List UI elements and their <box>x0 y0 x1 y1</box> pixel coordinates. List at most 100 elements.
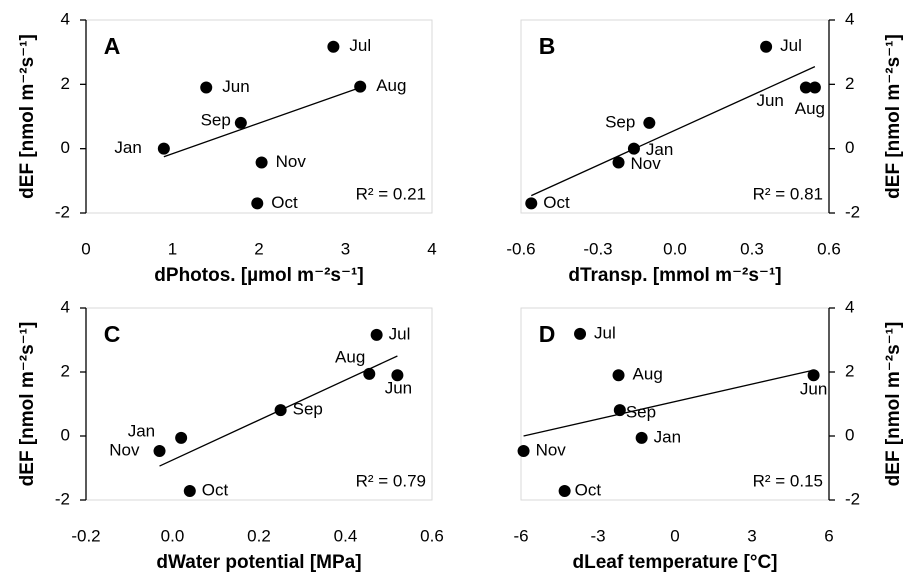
data-point <box>391 369 404 382</box>
y-tick-label: 0 <box>61 138 70 157</box>
point-label: Aug <box>335 347 365 366</box>
point-label: Jan <box>654 427 681 446</box>
data-point <box>354 80 367 93</box>
data-point <box>558 485 571 498</box>
point-label: Jun <box>222 77 249 96</box>
y-tick-label: 0 <box>845 425 854 444</box>
point-label: Jul <box>349 36 371 55</box>
x-tick-label: 4 <box>427 239 436 258</box>
y-axis-title: dEF [nmol m⁻²s⁻¹] <box>17 322 38 487</box>
data-point <box>612 369 625 382</box>
panel-label: B <box>539 33 556 59</box>
x-tick-label: -3 <box>590 526 605 545</box>
point-label: Oct <box>543 193 570 212</box>
point-label: Jan <box>128 421 155 440</box>
x-tick-label: 0.6 <box>420 526 444 545</box>
point-label: Jan <box>114 138 141 157</box>
point-label: Sep <box>293 400 323 419</box>
point-label: Jun <box>800 380 827 399</box>
x-axis-title: dWater potential [MPa] <box>156 552 361 573</box>
data-point <box>574 327 587 340</box>
data-point <box>799 81 812 94</box>
x-tick-label: 0.0 <box>161 526 185 545</box>
point-label: Jul <box>780 36 802 55</box>
point-label: Sep <box>201 110 231 129</box>
y-tick-label: 4 <box>61 9 70 28</box>
x-tick-label: 6 <box>824 526 833 545</box>
r-squared: R² = 0.21 <box>356 184 426 203</box>
point-label: Aug <box>633 365 663 384</box>
y-tick-label: 4 <box>845 297 854 316</box>
data-point <box>153 445 166 458</box>
y-tick-label: 2 <box>61 361 70 380</box>
data-point <box>200 81 213 94</box>
y-tick-label: -2 <box>55 489 70 508</box>
data-point <box>157 142 170 155</box>
x-tick-label: -0.6 <box>506 239 535 258</box>
point-label: Jun <box>385 379 412 398</box>
y-tick-label: 2 <box>845 74 854 93</box>
point-label: Jul <box>389 324 411 343</box>
y-tick-label: 2 <box>845 361 854 380</box>
point-label: Oct <box>575 481 602 500</box>
trendline <box>163 85 364 158</box>
point-label: Aug <box>795 99 825 118</box>
data-point <box>808 81 821 94</box>
y-tick-label: -2 <box>845 489 860 508</box>
y-tick-label: 0 <box>61 425 70 444</box>
panel-label: D <box>539 321 556 347</box>
data-point <box>760 40 773 53</box>
point-label: Oct <box>271 193 298 212</box>
point-label: Jun <box>756 91 783 110</box>
x-tick-label: 0 <box>670 526 679 545</box>
point-label: Sep <box>605 112 635 131</box>
y-tick-label: -2 <box>845 202 860 221</box>
x-axis-title: dTransp. [mmol m⁻²s⁻¹] <box>568 265 781 286</box>
data-point <box>183 485 196 498</box>
data-point <box>627 142 640 155</box>
y-tick-label: 0 <box>845 138 854 157</box>
data-point <box>525 197 538 210</box>
x-tick-label: 1 <box>168 239 177 258</box>
x-tick-label: 2 <box>254 239 263 258</box>
r-squared: R² = 0.79 <box>356 471 426 490</box>
r-squared: R² = 0.81 <box>753 184 823 203</box>
data-point <box>234 116 247 129</box>
panel-label: A <box>104 33 121 59</box>
x-tick-label: 0 <box>81 239 90 258</box>
data-point <box>363 367 376 380</box>
x-tick-label: -6 <box>513 526 528 545</box>
data-point <box>612 156 625 169</box>
data-point <box>327 40 340 53</box>
trendline <box>523 369 814 437</box>
r-squared: R² = 0.15 <box>753 471 823 490</box>
data-point <box>613 404 626 417</box>
x-tick-label: 0.0 <box>663 239 687 258</box>
point-label: Sep <box>626 403 656 422</box>
point-label: Jan <box>646 140 673 159</box>
point-label: Nov <box>109 441 140 460</box>
y-tick-label: -2 <box>55 202 70 221</box>
panel-label: C <box>104 321 121 347</box>
x-axis-title: dPhotos. [µmol m⁻²s⁻¹] <box>154 265 363 286</box>
point-label: Nov <box>536 441 567 460</box>
x-axis-title: dLeaf temperature [°C] <box>572 552 777 573</box>
point-label: Nov <box>631 154 662 173</box>
data-point <box>175 431 188 444</box>
data-point <box>807 369 820 382</box>
trendline <box>530 66 816 197</box>
data-point <box>643 116 656 129</box>
data-point <box>635 431 648 444</box>
x-tick-label: 0.6 <box>817 239 841 258</box>
x-tick-label: 3 <box>341 239 350 258</box>
x-tick-label: -0.3 <box>583 239 612 258</box>
x-tick-label: 0.2 <box>247 526 271 545</box>
point-label: Oct <box>202 481 229 500</box>
data-point <box>274 404 287 417</box>
data-point <box>370 328 383 341</box>
x-tick-label: 0.3 <box>740 239 764 258</box>
data-point <box>255 156 268 169</box>
y-axis-title: dEF [nmol m⁻²s⁻¹] <box>17 34 38 199</box>
data-point <box>251 197 264 210</box>
